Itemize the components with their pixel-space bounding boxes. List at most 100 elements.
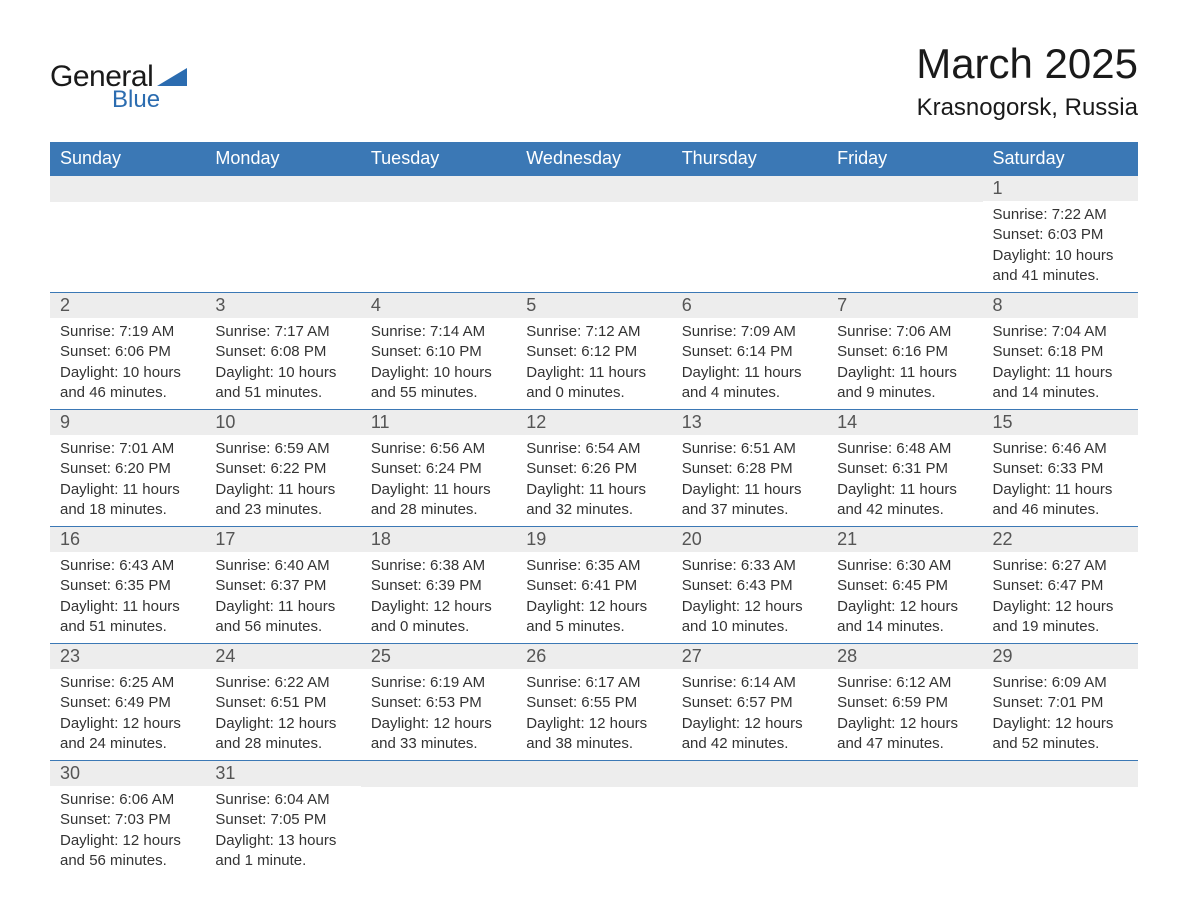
day-header: Tuesday	[361, 142, 516, 176]
daylight2-text: and 14 minutes.	[993, 383, 1128, 403]
sunrise-text: Sunrise: 7:14 AM	[371, 322, 506, 342]
day-number: 23	[50, 644, 205, 669]
calendar-cell: 6Sunrise: 7:09 AMSunset: 6:14 PMDaylight…	[672, 293, 827, 410]
sunrise-text: Sunrise: 6:51 AM	[682, 439, 817, 459]
daylight1-text: Daylight: 12 hours	[993, 597, 1128, 617]
calendar-cell: 3Sunrise: 7:17 AMSunset: 6:08 PMDaylight…	[205, 293, 360, 410]
sunrise-text: Sunrise: 6:54 AM	[526, 439, 661, 459]
day-number: 7	[827, 293, 982, 318]
day-content	[205, 202, 360, 280]
daylight1-text: Daylight: 12 hours	[371, 714, 506, 734]
day-number: 6	[672, 293, 827, 318]
day-number: 24	[205, 644, 360, 669]
calendar-cell: 30Sunrise: 6:06 AMSunset: 7:03 PMDayligh…	[50, 761, 205, 878]
calendar-cell	[827, 761, 982, 878]
calendar-cell: 5Sunrise: 7:12 AMSunset: 6:12 PMDaylight…	[516, 293, 671, 410]
daylight1-text: Daylight: 12 hours	[837, 714, 972, 734]
day-number: 12	[516, 410, 671, 435]
sunset-text: Sunset: 6:24 PM	[371, 459, 506, 479]
calendar-week-row: 16Sunrise: 6:43 AMSunset: 6:35 PMDayligh…	[50, 527, 1138, 644]
day-number: 22	[983, 527, 1138, 552]
day-content: Sunrise: 6:59 AMSunset: 6:22 PMDaylight:…	[205, 435, 360, 526]
day-number: 26	[516, 644, 671, 669]
day-number	[827, 176, 982, 202]
sunrise-text: Sunrise: 6:27 AM	[993, 556, 1128, 576]
day-content: Sunrise: 7:19 AMSunset: 6:06 PMDaylight:…	[50, 318, 205, 409]
day-number: 10	[205, 410, 360, 435]
calendar-cell	[516, 176, 671, 293]
sunset-text: Sunset: 6:16 PM	[837, 342, 972, 362]
sunset-text: Sunset: 6:14 PM	[682, 342, 817, 362]
calendar-cell: 29Sunrise: 6:09 AMSunset: 7:01 PMDayligh…	[983, 644, 1138, 761]
day-number: 19	[516, 527, 671, 552]
sunset-text: Sunset: 6:18 PM	[993, 342, 1128, 362]
daylight2-text: and 14 minutes.	[837, 617, 972, 637]
daylight1-text: Daylight: 11 hours	[215, 597, 350, 617]
daylight1-text: Daylight: 11 hours	[993, 480, 1128, 500]
day-number: 8	[983, 293, 1138, 318]
daylight1-text: Daylight: 12 hours	[682, 597, 817, 617]
day-number: 29	[983, 644, 1138, 669]
daylight1-text: Daylight: 13 hours	[215, 831, 350, 851]
daylight2-text: and 38 minutes.	[526, 734, 661, 754]
daylight2-text: and 56 minutes.	[215, 617, 350, 637]
calendar-cell	[672, 176, 827, 293]
daylight2-text: and 0 minutes.	[371, 617, 506, 637]
day-number: 14	[827, 410, 982, 435]
sunset-text: Sunset: 6:39 PM	[371, 576, 506, 596]
daylight2-text: and 46 minutes.	[60, 383, 195, 403]
location-label: Krasnogorsk, Russia	[916, 94, 1138, 122]
day-number: 2	[50, 293, 205, 318]
day-number: 1	[983, 176, 1138, 201]
day-content: Sunrise: 6:06 AMSunset: 7:03 PMDaylight:…	[50, 786, 205, 877]
sunrise-text: Sunrise: 6:40 AM	[215, 556, 350, 576]
calendar-cell: 18Sunrise: 6:38 AMSunset: 6:39 PMDayligh…	[361, 527, 516, 644]
day-number: 15	[983, 410, 1138, 435]
sunrise-text: Sunrise: 6:09 AM	[993, 673, 1128, 693]
calendar-cell: 31Sunrise: 6:04 AMSunset: 7:05 PMDayligh…	[205, 761, 360, 878]
day-number: 4	[361, 293, 516, 318]
calendar-cell: 10Sunrise: 6:59 AMSunset: 6:22 PMDayligh…	[205, 410, 360, 527]
daylight2-text: and 23 minutes.	[215, 500, 350, 520]
day-number	[672, 176, 827, 202]
calendar-cell: 26Sunrise: 6:17 AMSunset: 6:55 PMDayligh…	[516, 644, 671, 761]
calendar-cell	[827, 176, 982, 293]
day-content: Sunrise: 7:14 AMSunset: 6:10 PMDaylight:…	[361, 318, 516, 409]
calendar-cell: 19Sunrise: 6:35 AMSunset: 6:41 PMDayligh…	[516, 527, 671, 644]
day-content: Sunrise: 6:22 AMSunset: 6:51 PMDaylight:…	[205, 669, 360, 760]
sunrise-text: Sunrise: 7:06 AM	[837, 322, 972, 342]
day-number: 31	[205, 761, 360, 786]
daylight2-text: and 5 minutes.	[526, 617, 661, 637]
sunset-text: Sunset: 7:05 PM	[215, 810, 350, 830]
daylight2-text: and 51 minutes.	[60, 617, 195, 637]
sunset-text: Sunset: 6:20 PM	[60, 459, 195, 479]
title-block: March 2025 Krasnogorsk, Russia	[916, 40, 1138, 122]
day-content	[983, 787, 1138, 865]
daylight1-text: Daylight: 12 hours	[682, 714, 817, 734]
sunset-text: Sunset: 6:53 PM	[371, 693, 506, 713]
day-number	[205, 176, 360, 202]
sunrise-text: Sunrise: 6:56 AM	[371, 439, 506, 459]
sunrise-text: Sunrise: 6:06 AM	[60, 790, 195, 810]
day-number: 17	[205, 527, 360, 552]
daylight2-text: and 1 minute.	[215, 851, 350, 871]
calendar-cell: 20Sunrise: 6:33 AMSunset: 6:43 PMDayligh…	[672, 527, 827, 644]
logo-text-blue: Blue	[112, 86, 160, 114]
day-content	[516, 202, 671, 280]
daylight2-text: and 24 minutes.	[60, 734, 195, 754]
day-content: Sunrise: 7:04 AMSunset: 6:18 PMDaylight:…	[983, 318, 1138, 409]
day-content: Sunrise: 6:04 AMSunset: 7:05 PMDaylight:…	[205, 786, 360, 877]
day-content: Sunrise: 6:46 AMSunset: 6:33 PMDaylight:…	[983, 435, 1138, 526]
day-header: Thursday	[672, 142, 827, 176]
sunrise-text: Sunrise: 7:01 AM	[60, 439, 195, 459]
calendar-cell: 17Sunrise: 6:40 AMSunset: 6:37 PMDayligh…	[205, 527, 360, 644]
day-number: 21	[827, 527, 982, 552]
sunrise-text: Sunrise: 6:59 AM	[215, 439, 350, 459]
daylight2-text: and 18 minutes.	[60, 500, 195, 520]
calendar-cell: 11Sunrise: 6:56 AMSunset: 6:24 PMDayligh…	[361, 410, 516, 527]
calendar-cell: 12Sunrise: 6:54 AMSunset: 6:26 PMDayligh…	[516, 410, 671, 527]
day-content	[50, 202, 205, 280]
day-number	[516, 176, 671, 202]
day-content: Sunrise: 6:43 AMSunset: 6:35 PMDaylight:…	[50, 552, 205, 643]
daylight1-text: Daylight: 11 hours	[60, 480, 195, 500]
